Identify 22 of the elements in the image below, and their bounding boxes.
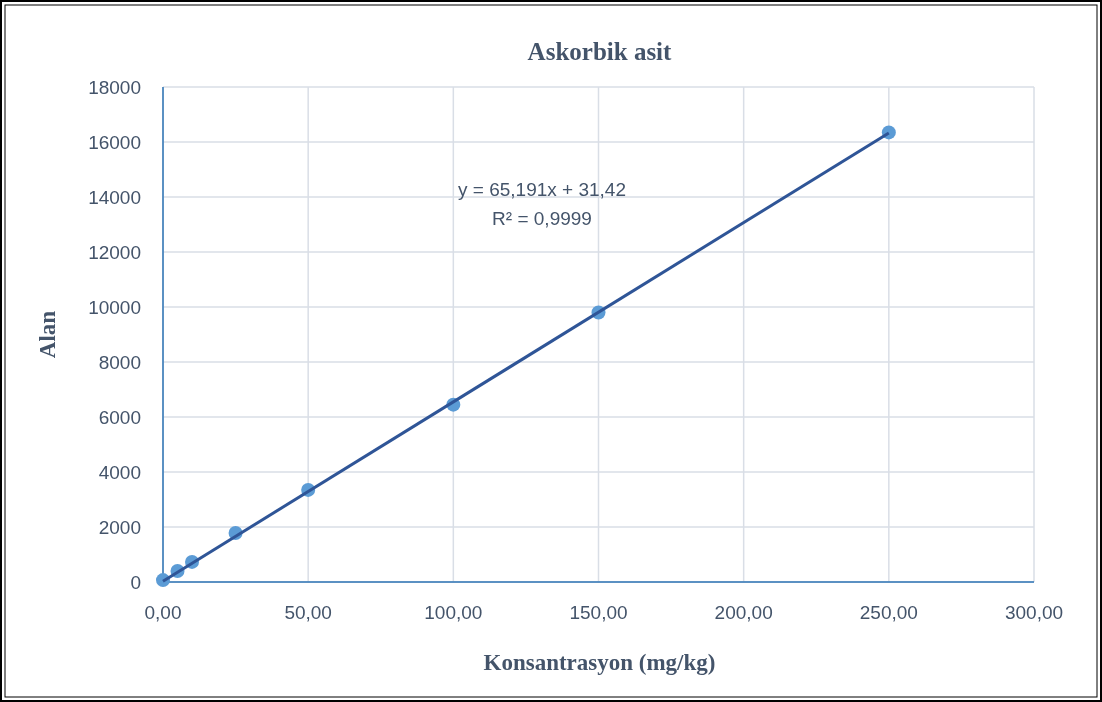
annotation: R² = 0,9999 (492, 208, 592, 229)
y-tick-label: 4000 (98, 461, 141, 483)
y-tick-label: 2000 (98, 516, 141, 538)
x-tick-label: 100,00 (424, 602, 483, 623)
y-tick-label: 16000 (88, 131, 141, 153)
y-tick-label: 0 (130, 571, 141, 593)
y-tick-label: 18000 (88, 76, 141, 98)
y-tick-label: 12000 (88, 241, 141, 263)
x-tick-label: 300,00 (1004, 602, 1064, 623)
y-tick-label: 10000 (88, 296, 141, 318)
x-tick-label: 250,00 (859, 602, 918, 623)
y-tick-label: 8000 (98, 351, 141, 373)
chart-title: Askorbik asit (527, 38, 673, 65)
annotation: y = 65,191x + 31,42 (458, 179, 626, 200)
x-tick-label: 50,00 (284, 602, 332, 623)
x-axis-title: Konsantrasyon (mg/kg) (483, 650, 716, 675)
y-tick-label: 14000 (88, 186, 141, 208)
y-tick-label: 6000 (98, 406, 141, 428)
y-axis-title: Alan (35, 310, 60, 359)
x-tick-label: 200,00 (714, 602, 773, 623)
x-tick-label: 0,00 (144, 602, 182, 623)
x-tick-label: 150,00 (569, 602, 628, 623)
